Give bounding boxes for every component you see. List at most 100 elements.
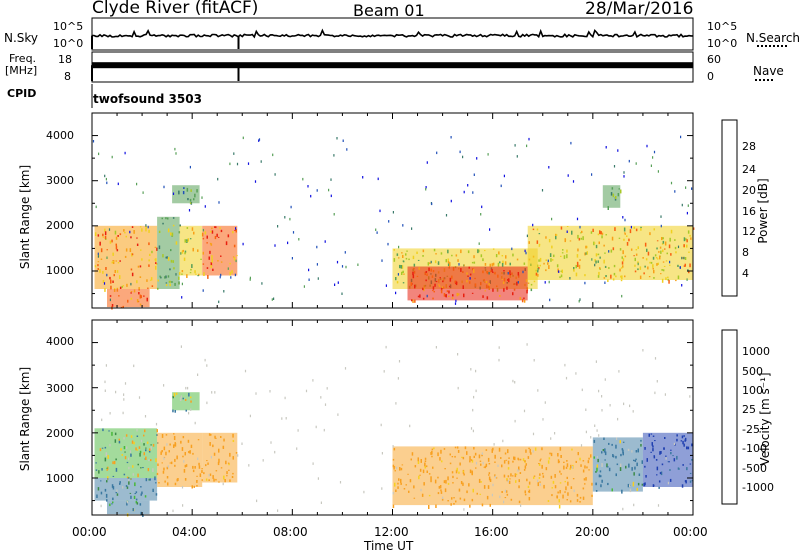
- velocity-speckle: [475, 369, 477, 373]
- velocity-cell: [622, 441, 625, 443]
- power-cell: [131, 272, 134, 277]
- velocity-speckle: [618, 370, 620, 373]
- velocity-cell: [424, 460, 427, 462]
- power-cell: [432, 286, 435, 290]
- velocity-cell: [433, 447, 435, 450]
- velocity-region: [157, 432, 203, 487]
- power-cell: [620, 275, 622, 278]
- velocity-speckle: [105, 364, 107, 367]
- velocity-speckle: [494, 475, 496, 479]
- velocity-speckle: [629, 484, 631, 487]
- velocity-cell: [459, 497, 462, 500]
- velocity-cell: [622, 451, 624, 456]
- velocity-cell: [682, 440, 684, 445]
- power-cell: [530, 288, 533, 292]
- power-cell: [477, 249, 479, 254]
- velocity-cell: [197, 439, 200, 441]
- power-cell: [106, 249, 108, 251]
- power-cell: [148, 259, 150, 262]
- power-cell: [684, 263, 686, 267]
- velocity-cell: [428, 473, 431, 475]
- power-speckle: [579, 298, 581, 301]
- vel-cbar-tick-25: 25: [742, 403, 756, 416]
- velocity-cell: [155, 493, 158, 496]
- velocity-cell: [184, 478, 187, 481]
- velocity-speckle: [575, 372, 577, 375]
- power-cell: [575, 264, 577, 269]
- power-cell: [425, 271, 428, 273]
- velocity-cell: [137, 473, 139, 478]
- velocity-cell: [213, 452, 216, 456]
- velocity-cell: [140, 493, 142, 496]
- power-cell: [402, 260, 405, 263]
- velocity-cell: [534, 447, 537, 451]
- velocity-speckle: [609, 404, 611, 407]
- power-cell: [197, 275, 199, 277]
- power-speckle: [272, 153, 274, 157]
- velocity-cell: [124, 451, 126, 453]
- velocity-speckle: [493, 443, 495, 446]
- power-cell: [610, 274, 612, 279]
- power-cell: [486, 271, 489, 275]
- velocity-cell: [676, 434, 678, 437]
- velocity-cell: [656, 474, 658, 476]
- velocity-speckle: [182, 504, 184, 507]
- velocity-cell: [648, 433, 650, 437]
- power-cell: [688, 251, 690, 253]
- velocity-speckle: [305, 389, 308, 393]
- power-cell: [494, 271, 496, 275]
- velocity-cell: [567, 481, 569, 486]
- velocity-speckle: [210, 455, 212, 459]
- power-cell: [111, 261, 113, 264]
- power-cell: [405, 253, 407, 256]
- power-speckle: [507, 272, 509, 275]
- nsky-tick-bottom: 10^0: [53, 37, 84, 50]
- velocity-ytick-2000: 2000: [46, 427, 74, 440]
- velocity-cell: [410, 458, 412, 461]
- velocity-cell: [650, 433, 653, 435]
- velocity-cell: [392, 464, 395, 468]
- velocity-cell: [134, 482, 136, 487]
- power-cell: [516, 281, 518, 286]
- power-cell: [590, 231, 593, 234]
- velocity-cell: [528, 497, 531, 501]
- velocity-cell: [176, 455, 178, 460]
- velocity-speckle: [565, 376, 568, 380]
- velocity-cell: [524, 493, 527, 496]
- power-cell: [174, 282, 176, 286]
- power-speckle: [106, 273, 108, 277]
- velocity-speckle: [123, 393, 125, 396]
- power-speckle: [547, 259, 549, 263]
- power-cell: [618, 237, 621, 239]
- velocity-speckle: [654, 357, 657, 360]
- velocity-region: [107, 500, 150, 515]
- power-cell: [427, 262, 430, 266]
- velocity-speckle: [274, 450, 276, 454]
- velocity-cell: [616, 463, 619, 466]
- power-cell: [647, 266, 649, 270]
- power-cell: [100, 258, 103, 260]
- velocity-cell: [472, 488, 474, 493]
- velocity-cell: [538, 477, 541, 479]
- velocity-cell: [560, 455, 562, 458]
- power-speckle: [426, 294, 428, 298]
- velocity-speckle: [214, 391, 216, 394]
- velocity-cell: [485, 463, 488, 467]
- power-cell: [97, 261, 100, 263]
- power-speckle: [344, 251, 346, 254]
- velocity-speckle: [122, 486, 124, 489]
- power-speckle: [174, 147, 176, 151]
- power-speckle: [459, 150, 461, 154]
- power-cell: [159, 275, 161, 278]
- velocity-speckle: [604, 378, 606, 381]
- power-cell: [209, 250, 211, 254]
- velocity-speckle: [542, 418, 544, 421]
- power-cell: [683, 265, 686, 267]
- velocity-cell: [562, 494, 564, 499]
- velocity-cell: [566, 463, 569, 467]
- power-speckle: [188, 209, 191, 212]
- power-cell: [607, 206, 609, 210]
- power-cell: [162, 254, 164, 258]
- power-colorbar-label: Power [dB]: [756, 178, 770, 244]
- power-cell: [418, 267, 420, 270]
